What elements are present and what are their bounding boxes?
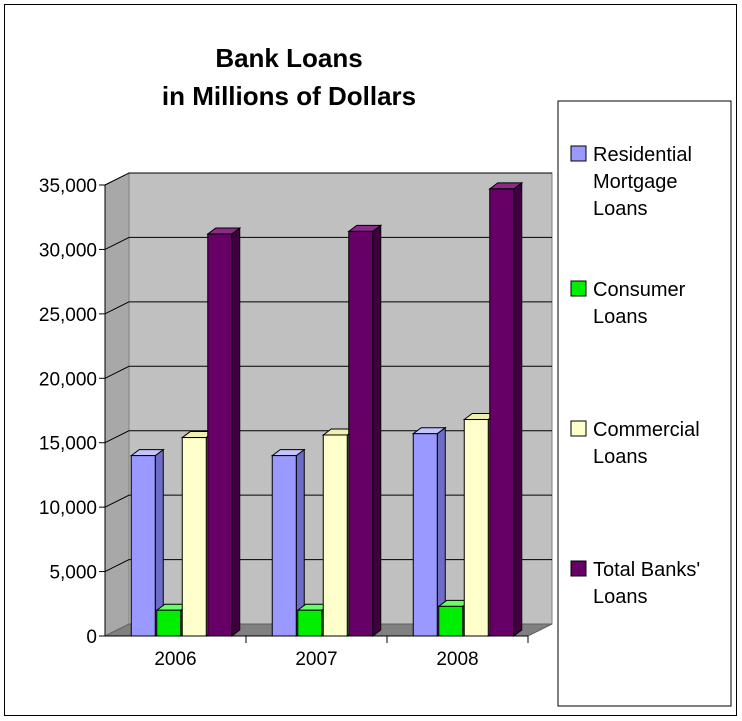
legend-label: Residential (593, 144, 692, 166)
bar-2006-3 (206, 226, 242, 637)
bar-front (412, 433, 438, 637)
bar-side (231, 226, 241, 637)
bar-front (271, 455, 297, 637)
x-tick-label: 2008 (436, 649, 478, 670)
side-wall (104, 172, 130, 637)
bar-front (207, 233, 233, 637)
bar-front (297, 609, 323, 637)
bar-side (513, 181, 523, 637)
bar-front (130, 455, 156, 637)
bar-2006-0 (129, 448, 165, 637)
plot-area: 0 5,000 10,000 15,000 20,000 25,000 30,000 35,0… (39, 172, 553, 670)
legend-swatch (570, 560, 587, 577)
y-tick-label: 30,000 (39, 240, 97, 261)
y-tick-label: 20,000 (39, 369, 97, 390)
legend-label: Loans (593, 306, 648, 328)
legend-label: Loans (593, 586, 648, 608)
bar-chart: Bank Loans in Millions of Dollars 0 5,000… (39, 43, 732, 707)
y-tick-label: 10,000 (39, 498, 97, 519)
gridline-side (104, 301, 130, 315)
chart-title-line-2: in Millions of Dollars (162, 81, 416, 111)
bar-2008-0 (411, 426, 447, 637)
y-tick-label: 15,000 (39, 434, 97, 455)
y-tick-label: 0 (86, 627, 97, 648)
bar-front (348, 230, 374, 637)
chart-frame: Bank Loans in Millions of Dollars 0 5,000… (4, 4, 737, 716)
legend-label: Commercial (593, 419, 700, 441)
bar-front (438, 605, 464, 637)
gridline-side (104, 430, 130, 444)
bar-front (489, 188, 515, 637)
bar-2008-3 (488, 181, 524, 637)
bar-front (156, 609, 182, 637)
bar-2007-3 (347, 224, 383, 637)
legend-swatch (570, 145, 587, 162)
legend-label: Loans (593, 446, 648, 468)
y-tick-label: 5,000 (49, 563, 97, 584)
y-tick-label: 25,000 (39, 305, 97, 326)
gridline-side (104, 236, 130, 250)
bar-side (372, 224, 382, 637)
bar-front (463, 419, 489, 637)
bar-2007-0 (270, 448, 306, 637)
y-tick-label: 35,000 (39, 176, 97, 197)
gridline-side (104, 172, 130, 186)
bar-front (322, 434, 348, 637)
x-tick-label: 2007 (295, 649, 337, 670)
legend-swatch (570, 420, 587, 437)
legend-box (557, 100, 732, 707)
gridline-side (104, 494, 130, 508)
legend-label: Mortgage (593, 171, 678, 193)
bar-front (181, 437, 207, 637)
legend-label: Loans (593, 198, 648, 220)
legend-label: Consumer (593, 279, 686, 301)
x-tick-label: 2006 (154, 649, 196, 670)
gridline-side (104, 559, 130, 573)
legend-label: Total Banks' (593, 559, 700, 581)
legend-swatch (570, 280, 587, 297)
gridline-side (104, 365, 130, 379)
chart-title-line-1: Bank Loans (215, 43, 362, 73)
legend: Residential Mortgage Loans Consumer Loans Com… (557, 100, 732, 707)
